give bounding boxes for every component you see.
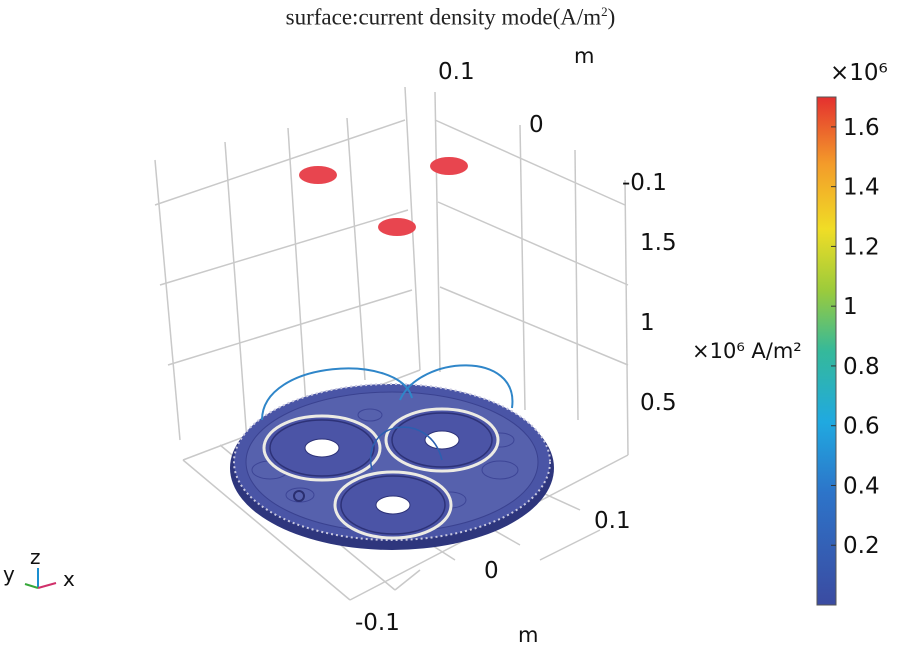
- z-tick-label: 1: [640, 310, 655, 336]
- grid-line: [154, 119, 406, 206]
- axis-orientation-triad: y z x: [3, 545, 75, 591]
- optical-fiber: [293, 490, 305, 502]
- y-axis-label: m: [574, 44, 594, 68]
- core-conductor: [424, 430, 460, 450]
- colorbar-tick-label: 0.8: [843, 354, 880, 380]
- colorbar-tick-label: 1.2: [843, 234, 880, 260]
- colorbar-tick-label: 0.6: [843, 414, 880, 440]
- core-conductor: [304, 438, 340, 458]
- colorbar-scale: [816, 96, 837, 606]
- colorbar-tick-label: 1.4: [843, 175, 880, 201]
- y-tick-label: 0.1: [438, 59, 475, 85]
- core-insulation: [269, 419, 375, 477]
- triad-y-arrow: [24, 583, 39, 589]
- grid-line: [624, 179, 629, 456]
- y-tick-label: 0: [529, 112, 544, 138]
- z-tick-label: 1.5: [640, 230, 677, 256]
- grid-line: [574, 149, 579, 421]
- conductor-peaks: [299, 157, 468, 236]
- core-conductor: [375, 495, 411, 515]
- grid-line: [539, 529, 601, 561]
- current-arc: [399, 364, 514, 409]
- triad-x-label: x: [63, 567, 75, 591]
- triad-y-label: y: [3, 562, 15, 586]
- core-insulation: [391, 412, 493, 468]
- current-arc: [261, 367, 413, 421]
- grid-line: [346, 117, 366, 381]
- z-tick-label: 0.5: [640, 390, 677, 416]
- colorbar-ticks: 1.6 1.4 1.2 1 0.8 0.6 0.4 0.2: [831, 115, 880, 559]
- grid-line: [154, 159, 181, 441]
- triad-x-arrow: [37, 582, 57, 589]
- colorbar-tick-label: 1.6: [843, 115, 880, 141]
- triad-z-label: z: [30, 545, 41, 569]
- axis-tick-labels: 0.1 0 -0.1 m 1.5 1 0.5 ×10⁶ A/m² -0.1 0 …: [355, 44, 802, 647]
- colorbar-tick-label: 0.4: [843, 473, 880, 499]
- colorbar: ×10⁶ 1.6 1.4 1.2 1 0.8 0.6 0.4 0.2: [816, 60, 888, 606]
- grid-line: [434, 91, 441, 373]
- grid-line: [182, 459, 351, 601]
- filler: [357, 408, 383, 422]
- grid-line: [167, 289, 413, 366]
- y-tick-label: -0.1: [622, 170, 667, 196]
- grid-line: [437, 201, 629, 286]
- peak-surface: [299, 166, 337, 184]
- z-axis-label: ×10⁶ A/m²: [692, 339, 802, 363]
- cable-cross-section: [230, 364, 554, 550]
- chart-title: surface:current density mode(A/m2): [285, 4, 616, 30]
- colorbar-tick-label: 0.2: [843, 533, 880, 559]
- grid-line: [159, 209, 409, 286]
- grid-line: [224, 141, 249, 456]
- current-arc: [369, 426, 443, 471]
- x-tick-label: 0: [484, 558, 499, 584]
- peak-surface: [430, 157, 468, 175]
- grid-line: [519, 124, 526, 411]
- x-axis-label: m: [518, 623, 538, 647]
- filler: [481, 460, 519, 480]
- x-tick-label: 0.1: [594, 508, 631, 534]
- colorbar-tick-label: 1: [843, 294, 858, 320]
- peak-surface: [378, 218, 416, 236]
- grid-line: [394, 569, 421, 591]
- grid-line: [434, 119, 626, 206]
- core-insulation: [340, 475, 446, 535]
- grid-line: [439, 286, 629, 366]
- x-tick-label: -0.1: [355, 610, 400, 636]
- filler: [285, 487, 315, 503]
- colorbar-exponent: ×10⁶: [830, 60, 888, 86]
